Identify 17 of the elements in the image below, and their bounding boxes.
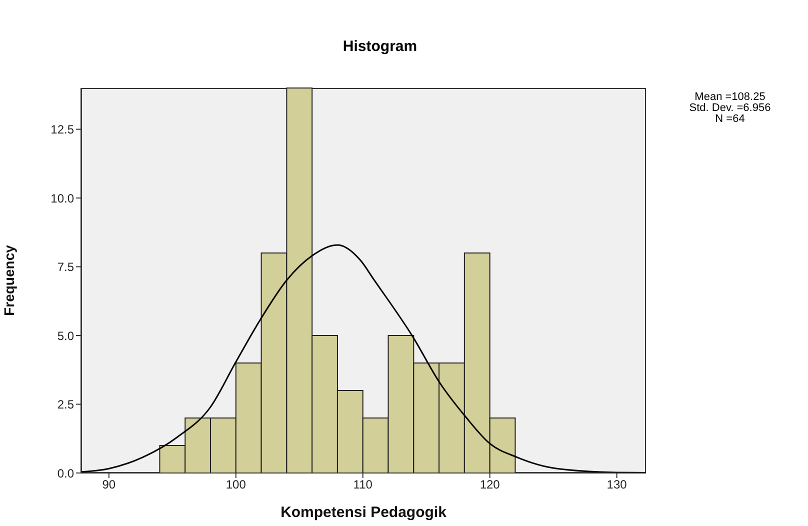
y-axis-title: Frequency — [0, 244, 17, 316]
text: N =64 — [714, 113, 746, 125]
x-tick-label: 130 — [606, 478, 628, 492]
y-tick-label: 2.5 — [57, 398, 74, 412]
y-tick-label: 7.5 — [57, 260, 74, 274]
text: Mean =108.25 — [694, 91, 766, 103]
x-tick-label: 90 — [102, 478, 116, 492]
x-axis-title: Kompetensi Pedagogik — [280, 504, 448, 521]
x-tick-label: 120 — [480, 478, 500, 492]
y-tick-label: 0.0 — [57, 466, 74, 480]
x-tick-label: 110 — [353, 478, 373, 492]
y-tick-label: 12.5 — [50, 122, 74, 137]
y-tick-label: 10.0 — [50, 191, 74, 206]
y-tick-label: 5.0 — [57, 328, 74, 343]
chart-title: Histogram — [342, 38, 418, 55]
x-tick-label: 100 — [226, 478, 246, 492]
text: Std. Dev. =6.956 — [688, 102, 772, 114]
